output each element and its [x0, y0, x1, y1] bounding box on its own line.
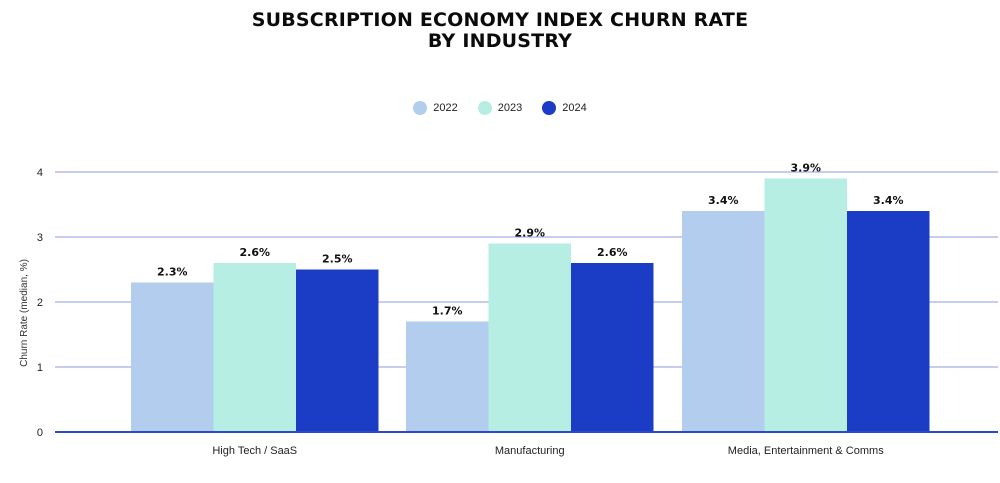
bar-2024-0[interactable] [296, 269, 379, 433]
legend-item-2024[interactable]: 2024 [542, 101, 587, 115]
data-label: 3.4% [708, 194, 739, 207]
axes: 0 1 2 3 4 High Tech / SaaS Manufacturing Media,… [37, 167, 998, 457]
x-tick-label: Media, Entertainment & Comms [728, 445, 884, 457]
legend-item-2023[interactable]: 2023 [477, 101, 523, 115]
data-label: 2.3% [157, 266, 188, 279]
y-tick-label: 0 [37, 427, 43, 439]
data-labels: 2.3% 2.6% 2.5% 1.7% 2.9% 2.6% 3.4% 3.9% 3.4% [157, 162, 904, 318]
data-label: 2.9% [514, 227, 545, 240]
bar-2022-1[interactable] [406, 321, 489, 433]
bars [131, 178, 930, 433]
bar-2022-0[interactable] [131, 282, 214, 433]
legend-swatch-2024 [542, 101, 557, 115]
y-tick-label: 1 [37, 362, 43, 374]
data-label: 2.5% [322, 253, 353, 266]
y-tick-label: 4 [37, 167, 43, 179]
bar-2022-2[interactable] [682, 211, 765, 432]
chart-legend: 2022 2023 2024 [0, 101, 1000, 115]
data-label: 2.6% [597, 246, 628, 259]
legend-label-2024: 2024 [562, 102, 587, 114]
data-label: 3.4% [873, 194, 904, 207]
x-tick-label: Manufacturing [495, 445, 565, 457]
data-label: 2.6% [239, 246, 270, 259]
y-axis-label: Churn Rate (median, %) [19, 259, 30, 367]
chart-title-line-2: BY INDUSTRY [427, 30, 573, 52]
bar-2023-1[interactable] [488, 243, 572, 433]
legend-swatch-2022 [413, 101, 428, 115]
bar-2023-2[interactable] [764, 178, 848, 433]
legend-label-2022: 2022 [433, 102, 458, 114]
legend-item-2022[interactable]: 2022 [413, 101, 458, 115]
legend-label-2023: 2023 [497, 102, 523, 114]
bar-2024-2[interactable] [847, 211, 930, 432]
chart-title: SUBSCRIPTION ECONOMY INDEX CHURN RATE BY… [0, 10, 1000, 52]
y-tick-label: 2 [37, 297, 43, 309]
data-label: 1.7% [432, 305, 463, 318]
x-tick-label: High Tech / SaaS [212, 445, 297, 457]
bar-2023-0[interactable] [213, 263, 297, 432]
bar-2024-1[interactable] [571, 263, 654, 432]
chart-title-line-1: SUBSCRIPTION ECONOMY INDEX CHURN RATE [251, 9, 749, 31]
y-tick-label: 3 [37, 232, 43, 244]
legend-swatch-2023 [477, 101, 492, 115]
data-label: 3.9% [790, 162, 821, 175]
